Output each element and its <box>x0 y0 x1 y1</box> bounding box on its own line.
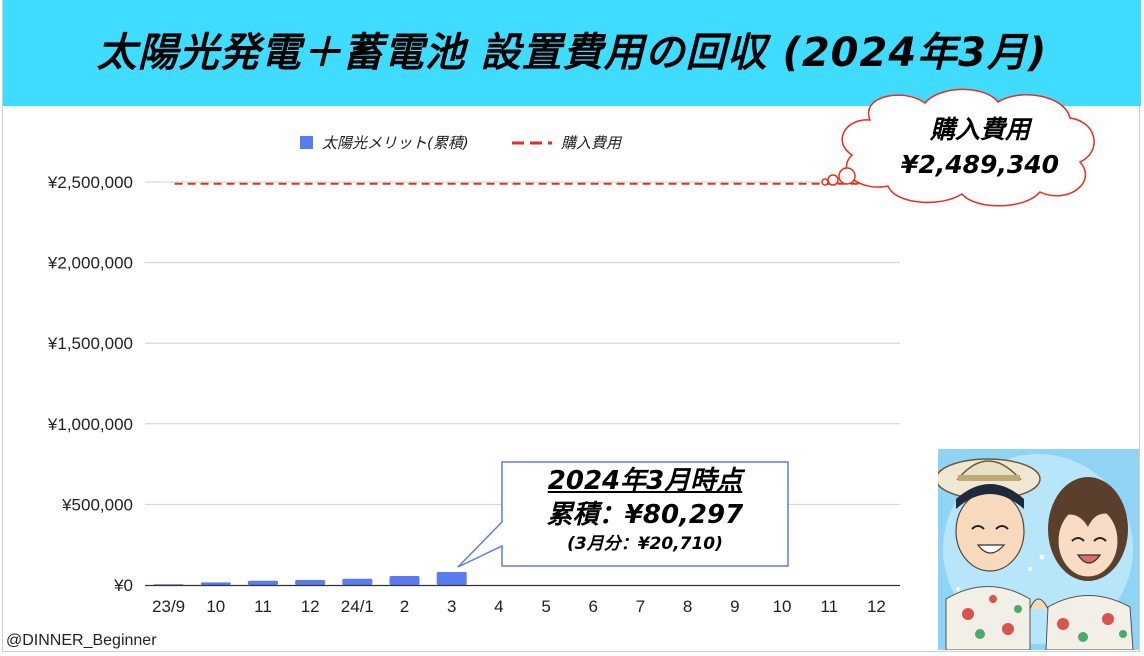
callout-shape <box>457 461 789 568</box>
cloud-text: 購入費用 ¥2,489,340 <box>870 112 1090 182</box>
title-banner: 太陽光発電＋蓄電池 設置費用の回収 (2024年3月) <box>3 0 1141 106</box>
y-tick-label: ¥1,500,000 <box>47 334 133 353</box>
x-axis-labels: 23/9 10 11 12 24/1 2 3 4 5 6 7 8 9 10 11 12 <box>152 597 886 616</box>
x-tick-label: 7 <box>636 597 645 616</box>
chart-title: 太陽光発電＋蓄電池 設置費用の回収 (2024年3月) <box>96 30 1048 76</box>
cloud-bubble-small <box>821 178 829 186</box>
callout-cumulative: 累積：¥80,297 <box>546 500 744 530</box>
y-tick-label: ¥0 <box>113 576 133 595</box>
author-credit: @DINNER_Beginner <box>6 632 157 649</box>
x-tick-label: 10 <box>206 597 225 616</box>
legend-label-bar: 太陽光メリット(累積) <box>322 134 469 152</box>
y-tick-label: ¥1,000,000 <box>47 415 133 434</box>
x-tick-label: 24/1 <box>341 597 374 616</box>
x-tick-label: 9 <box>730 597 739 616</box>
cloud-shape <box>841 88 1095 207</box>
callout-text: 2024年3月時点 累積：¥80,297 (3月分：¥20,710) <box>502 464 788 556</box>
y-tick-label: ¥2,000,000 <box>47 254 133 273</box>
x-tick-label: 23/9 <box>152 597 185 616</box>
cloud-value: ¥2,489,340 <box>900 150 1060 179</box>
x-tick-label: 11 <box>820 597 838 616</box>
y-tick-label: ¥2,500,000 <box>47 173 133 192</box>
x-tick-label: 11 <box>254 597 272 616</box>
bar <box>295 580 326 585</box>
bar <box>389 576 420 585</box>
x-tick-label: 2 <box>400 597 409 616</box>
x-tick-label: 3 <box>447 597 456 616</box>
bar <box>200 582 231 585</box>
legend-swatch-bar <box>300 136 313 149</box>
cost-thought-cloud <box>821 88 1095 207</box>
x-tick-label: 12 <box>867 597 886 616</box>
callout-heading: 2024年3月時点 <box>547 466 743 496</box>
bar <box>436 572 467 585</box>
cloud-bubble-medium <box>827 174 839 186</box>
x-tick-label: 6 <box>589 597 598 616</box>
x-tick-label: 12 <box>301 597 320 616</box>
bar-series <box>153 572 467 586</box>
legend-label-line: 購入費用 <box>561 134 623 152</box>
cloud-label: 購入費用 <box>929 115 1030 144</box>
status-callout <box>457 461 789 568</box>
x-tick-label: 5 <box>541 597 550 616</box>
cloud-bubble-large <box>838 167 856 185</box>
bar <box>247 580 278 585</box>
callout-monthly: (3月分：¥20,710) <box>567 534 723 554</box>
y-axis-labels: ¥0 ¥500,000 ¥1,000,000 ¥1,500,000 ¥2,000,000… <box>47 173 133 595</box>
x-tick-label: 8 <box>683 597 692 616</box>
x-tick-label: 4 <box>494 597 503 616</box>
legend: 太陽光メリット(累積) 購入費用 <box>300 134 623 152</box>
characters-illustration <box>938 449 1139 650</box>
x-tick-label: 10 <box>773 597 792 616</box>
y-tick-label: ¥500,000 <box>61 495 133 514</box>
gridlines <box>145 181 900 505</box>
bar <box>342 578 373 585</box>
